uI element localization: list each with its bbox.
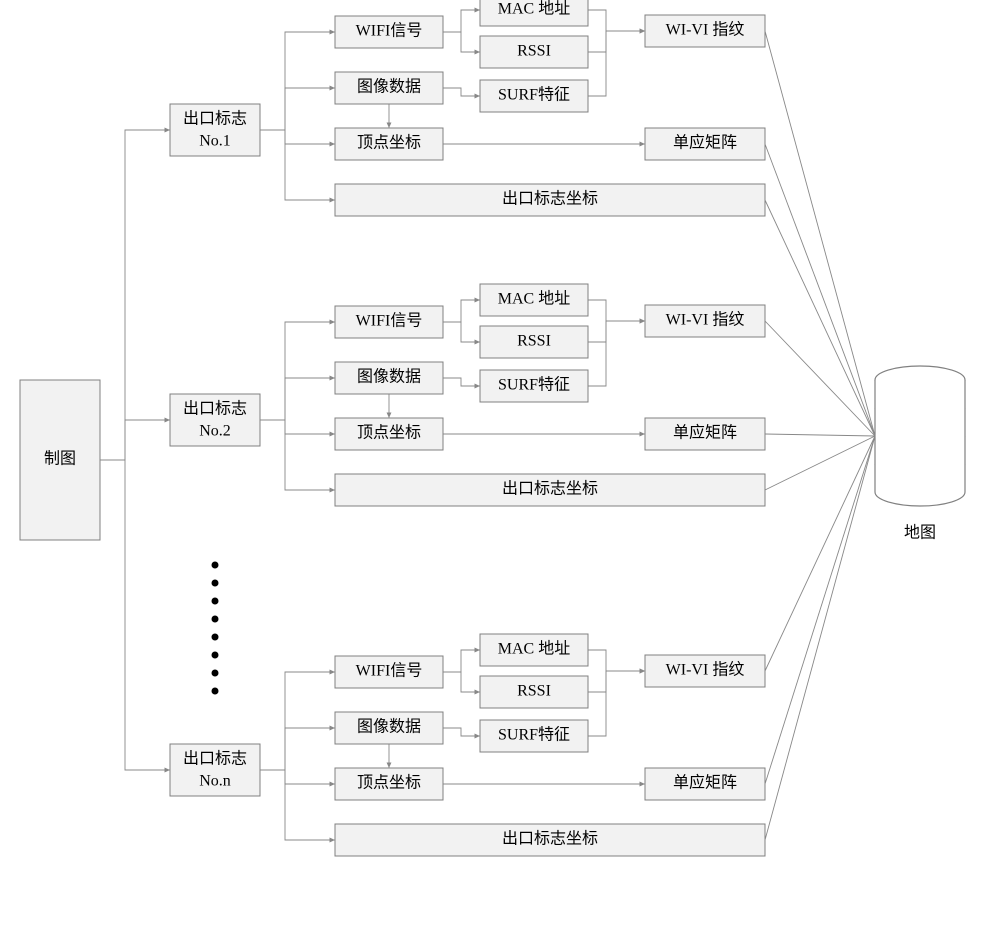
homography-box: 单应矩阵: [645, 128, 765, 160]
svg-text:No.1: No.1: [199, 133, 231, 150]
svg-text:出口标志: 出口标志: [183, 110, 247, 128]
homography-box: 单应矩阵: [645, 768, 765, 800]
exit-coord-box: 出口标志坐标: [335, 824, 765, 856]
db-edge: [765, 200, 875, 436]
wivi-fingerprint-box: WI-VI 指纹: [645, 305, 765, 337]
mac-address-box: MAC 地址: [480, 634, 588, 666]
svg-text:SURF特征: SURF特征: [498, 726, 570, 744]
database-label: 地图: [904, 524, 936, 542]
ellipsis-dot: [212, 634, 219, 641]
svg-text:WIFI信号: WIFI信号: [356, 312, 423, 330]
homography-box: 单应矩阵: [645, 418, 765, 450]
exit-sign-box: 出口标志 No.1: [170, 104, 260, 156]
surf-feature-box: SURF特征: [480, 720, 588, 752]
rssi-box: RSSI: [480, 326, 588, 358]
svg-text:RSSI: RSSI: [517, 683, 551, 700]
svg-text:WI-VI 指纹: WI-VI 指纹: [666, 21, 745, 39]
db-edge: [765, 436, 875, 784]
svg-text:WIFI信号: WIFI信号: [356, 22, 423, 40]
svg-text:RSSI: RSSI: [517, 333, 551, 350]
db-edge: [765, 144, 875, 436]
wifi-signal-box: WIFI信号: [335, 16, 443, 48]
db-edge: [765, 434, 875, 436]
svg-text:MAC 地址: MAC 地址: [498, 290, 570, 308]
vertex-coord-box: 顶点坐标: [335, 418, 443, 450]
surf-feature-box: SURF特征: [480, 80, 588, 112]
svg-text:MAC 地址: MAC 地址: [498, 640, 570, 658]
svg-text:单应矩阵: 单应矩阵: [673, 423, 737, 442]
rssi-box: RSSI: [480, 36, 588, 68]
svg-text:出口标志坐标: 出口标志坐标: [502, 190, 598, 208]
root-box: 制图: [20, 380, 100, 540]
svg-text:WI-VI 指纹: WI-VI 指纹: [666, 311, 745, 329]
svg-text:顶点坐标: 顶点坐标: [357, 774, 421, 792]
svg-text:SURF特征: SURF特征: [498, 86, 570, 104]
ellipsis-dot: [212, 688, 219, 695]
exit-coord-box: 出口标志坐标: [335, 184, 765, 216]
ellipsis-dot: [212, 598, 219, 605]
svg-text:No.n: No.n: [199, 773, 231, 790]
ellipsis-dot: [212, 580, 219, 587]
db-edge: [765, 436, 875, 840]
db-edge: [765, 321, 875, 436]
database-icon: 地图: [875, 366, 965, 542]
diagram-canvas: 制图地图出口标志No.1WIFI信号图像数据顶点坐标出口标志坐标MAC 地址RS…: [0, 0, 1000, 933]
mac-address-box: MAC 地址: [480, 0, 588, 26]
db-edge: [765, 31, 875, 436]
svg-text:制图: 制图: [44, 450, 76, 468]
svg-text:图像数据: 图像数据: [357, 718, 421, 736]
svg-text:出口标志坐标: 出口标志坐标: [502, 830, 598, 848]
db-edge: [765, 436, 875, 671]
wivi-fingerprint-box: WI-VI 指纹: [645, 655, 765, 687]
svg-text:RSSI: RSSI: [517, 43, 551, 60]
ellipsis-dot: [212, 652, 219, 659]
svg-text:WIFI信号: WIFI信号: [356, 662, 423, 680]
image-data-box: 图像数据: [335, 362, 443, 394]
rssi-box: RSSI: [480, 676, 588, 708]
wifi-signal-box: WIFI信号: [335, 306, 443, 338]
svg-text:WI-VI 指纹: WI-VI 指纹: [666, 661, 745, 679]
exit-coord-box: 出口标志坐标: [335, 474, 765, 506]
svg-text:单应矩阵: 单应矩阵: [673, 133, 737, 152]
svg-text:MAC 地址: MAC 地址: [498, 0, 570, 18]
svg-text:单应矩阵: 单应矩阵: [673, 773, 737, 792]
surf-feature-box: SURF特征: [480, 370, 588, 402]
image-data-box: 图像数据: [335, 72, 443, 104]
svg-text:图像数据: 图像数据: [357, 368, 421, 386]
db-edge: [765, 436, 875, 490]
vertex-coord-box: 顶点坐标: [335, 768, 443, 800]
svg-text:顶点坐标: 顶点坐标: [357, 424, 421, 442]
vertex-coord-box: 顶点坐标: [335, 128, 443, 160]
wifi-signal-box: WIFI信号: [335, 656, 443, 688]
ellipsis-dot: [212, 616, 219, 623]
ellipsis-dot: [212, 562, 219, 569]
mac-address-box: MAC 地址: [480, 284, 588, 316]
exit-sign-box: 出口标志 No.n: [170, 744, 260, 796]
svg-text:No.2: No.2: [199, 423, 231, 440]
svg-text:顶点坐标: 顶点坐标: [357, 134, 421, 152]
image-data-box: 图像数据: [335, 712, 443, 744]
wivi-fingerprint-box: WI-VI 指纹: [645, 15, 765, 47]
ellipsis-dot: [212, 670, 219, 677]
exit-sign-box: 出口标志 No.2: [170, 394, 260, 446]
svg-text:出口标志: 出口标志: [183, 400, 247, 418]
svg-text:出口标志坐标: 出口标志坐标: [502, 480, 598, 498]
svg-text:SURF特征: SURF特征: [498, 376, 570, 394]
svg-text:图像数据: 图像数据: [357, 78, 421, 96]
svg-text:出口标志: 出口标志: [183, 750, 247, 768]
